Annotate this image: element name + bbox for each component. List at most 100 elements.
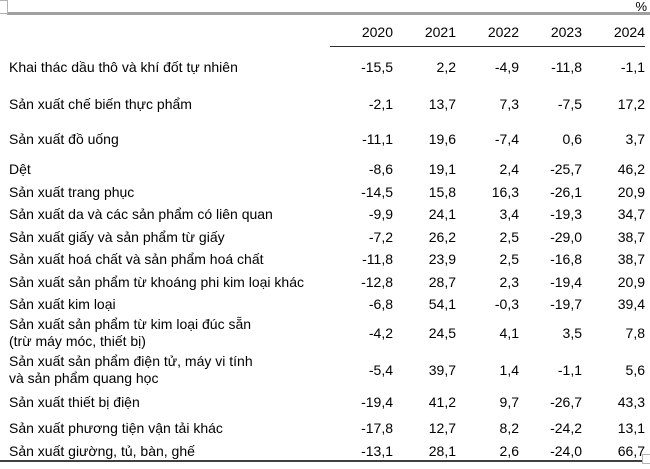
row-label: Sản xuất giường, tủ, bàn, ghế [9,443,195,459]
cell-value: -15,5 [361,59,393,75]
column-header-2024: 2024 [613,24,645,40]
corner-handle-top-left [0,0,8,14]
row-label: Khai thác dầu thô và khí đốt tự nhiên [9,59,238,75]
bottom-divider [0,460,645,462]
cell-value: 46,2 [617,161,645,177]
table-row: Sản xuất sản phẩm từ khoáng phi kim loại… [0,271,650,293]
cell-value: 2,5 [499,251,519,267]
cell-value: -26,1 [550,183,582,200]
cell-value: -13,1 [361,443,393,459]
cell-value: 23,9 [428,251,456,267]
cell-value: -19,4 [361,393,393,410]
cell-value: -4,9 [494,59,519,75]
cell-value: 16,3 [491,183,519,200]
cell-value: 24,1 [428,206,456,222]
cell-value: 0,6 [562,131,582,147]
cell-value: 9,7 [499,393,519,410]
cell-value: 5,6 [625,361,645,378]
table-row: Sản xuất da và các sản phẩm có liên quan… [0,203,650,226]
cell-value: -19,4 [550,273,582,290]
cell-value: -8,6 [368,161,393,177]
table-row: Sản xuất chế biến thực phẩm -2,1 13,7 7,… [0,88,650,121]
cell-value: 12,7 [428,419,456,436]
cell-value: 17,2 [617,96,645,112]
cell-value: -9,9 [368,206,393,222]
unit-label: % [635,0,647,14]
cell-value: 24,5 [428,324,456,341]
cell-value: 3,4 [499,206,519,222]
cell-value: 34,7 [617,206,645,222]
column-header-2023: 2023 [550,24,582,40]
table-row: Dệt -8,6 19,1 2,4 -25,7 46,2 [0,158,650,181]
cell-value: -1,1 [620,59,645,75]
cell-value: 28,1 [428,443,456,459]
cell-value: 2,4 [499,161,519,177]
cell-value: 20,9 [617,183,645,200]
cell-value: -24,0 [550,443,582,459]
cell-value: -19,7 [550,295,582,312]
cell-value: -19,3 [550,206,582,222]
cell-value: 8,2 [499,419,519,436]
cell-value: 1,4 [499,361,519,378]
cell-value: -25,7 [550,161,582,177]
cell-value: 2,2 [436,59,456,75]
row-label: Sản xuất sản phẩm từ khoáng phi kim loại… [9,273,304,290]
row-label: Sản xuất giấy và sản phẩm từ giấy [9,228,225,245]
table-row: Sản xuất sản phẩm từ kim loại đúc sẵn (t… [0,315,650,351]
cell-value: 7,3 [499,96,519,112]
header-label-spacer [0,15,330,47]
cell-value: -17,8 [361,419,393,436]
cell-value: -12,8 [361,273,393,290]
cell-value: 15,8 [428,183,456,200]
table-row: Sản xuất giường, tủ, bàn, ghế -13,1 28,1… [0,441,650,462]
cell-value: -16,8 [550,251,582,267]
cell-value: 19,1 [428,161,456,177]
row-label: Sản xuất kim loại [9,295,116,312]
table-row: Sản xuất hoá chất và sản phẩm hoá chất -… [0,248,650,271]
row-label: Sản xuất phương tiện vận tải khác [9,419,223,436]
row-label: Sản xuất thiết bị điện [9,393,140,410]
table-row: Sản xuất trang phục -14,5 15,8 16,3 -26,… [0,181,650,203]
cell-value: 38,7 [617,251,645,267]
cell-value: -1,1 [557,361,582,378]
table-row: Sản xuất giấy và sản phẩm từ giấy -7,2 2… [0,226,650,248]
cell-value: -26,7 [550,393,582,410]
cell-value: 39,4 [617,295,645,312]
cell-value: 43,3 [617,393,645,410]
cell-value: 39,7 [428,361,456,378]
row-label: Sản xuất đồ uống [9,131,119,147]
row-label: Sản xuất da và các sản phẩm có liên quan [9,206,273,222]
table-row: Sản xuất thiết bị điện -19,4 41,2 9,7 -2… [0,389,650,415]
table-row: Sản xuất sản phẩm điện tử, máy vi tính v… [0,351,650,389]
cell-value: 4,1 [499,324,519,341]
top-divider [7,12,650,15]
cell-value: -24,2 [550,419,582,436]
cell-value: 2,6 [499,443,519,459]
row-label: Dệt [9,161,31,177]
cell-value: 13,7 [428,96,456,112]
cell-value: -29,0 [550,228,582,245]
column-header-2020: 2020 [361,24,393,40]
cell-value: 7,8 [625,324,645,341]
cell-value: 20,9 [617,273,645,290]
cell-value: -7,4 [494,131,519,147]
table-header-row: 2020 2021 2022 2023 2024 [0,15,650,47]
cell-value: 19,6 [428,131,456,147]
year-column-headers: 2020 2021 2022 2023 2024 [330,15,645,47]
cell-value: -11,1 [362,131,393,147]
cell-value: 41,2 [428,393,456,410]
table-row: Sản xuất đồ uống -11,1 19,6 -7,4 0,6 3,7 [0,121,650,158]
cell-value: 3,7 [625,131,645,147]
cell-value: 54,1 [428,295,456,312]
table-row: Sản xuất phương tiện vận tải khác -17,8 … [0,415,650,441]
column-header-2022: 2022 [487,24,519,40]
row-label: Sản xuất sản phẩm từ kim loại đúc sẵn (t… [9,316,252,349]
cell-value: 2,3 [499,273,519,290]
row-label: Sản xuất chế biến thực phẩm [9,96,192,112]
cell-value: -7,2 [368,228,393,245]
corner-handle-bottom-right [642,454,650,464]
cell-value: -11,8 [362,251,393,267]
table-row: Khai thác dầu thô và khí đốt tự nhiên -1… [0,47,650,88]
cell-value: 38,7 [617,228,645,245]
